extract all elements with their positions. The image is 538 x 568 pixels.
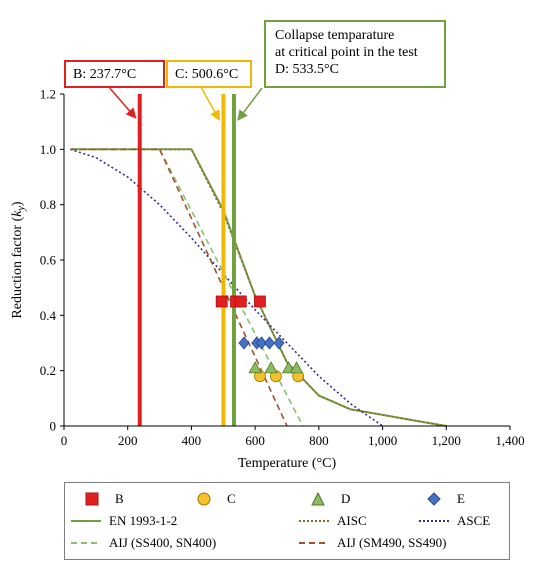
axes-layer: 0 200 400 600 800 1,000 1,200 1,400 0 0.2 0.4 0.6 0.… [40, 87, 525, 449]
callout-b: B: 237.7°C [64, 60, 165, 88]
callout-arrow-0 [109, 87, 137, 119]
point-e-0 [238, 336, 250, 350]
y-tick-label-3: 0.6 [40, 253, 57, 268]
callout-arrow-2 [237, 87, 263, 121]
y-axis-title: Reduction factor (ky) [10, 201, 27, 319]
dotted-line-icon [299, 520, 329, 522]
dashed-line-icon [299, 542, 329, 544]
legend-item-asce: ASCE [417, 512, 490, 530]
point-d-1 [264, 361, 278, 374]
legend-item-aij1: AIJ (SS400, SN400) [69, 534, 216, 552]
diamond-marker-icon [427, 492, 441, 506]
x-tick-label-7: 1,400 [495, 433, 524, 448]
solid-line-icon [71, 520, 101, 522]
x-tick-label-2: 400 [182, 433, 202, 448]
x-tick-label-4: 800 [309, 433, 329, 448]
callout-c: C: 500.6°C [166, 60, 252, 88]
x-tick-label-5: 1,000 [368, 433, 397, 448]
chart-svg: 0 200 400 600 800 1,000 1,200 1,400 0 0.2 0.4 0.6 0.… [10, 87, 525, 472]
legend-label-d: D [341, 491, 351, 506]
point-d-3 [289, 361, 304, 374]
x-axis-title: Temperature (°C) [238, 456, 337, 471]
legend-item-e: E [417, 490, 465, 508]
y-tick-label-6: 1.2 [40, 87, 56, 102]
square-marker-icon [85, 492, 99, 506]
dashed-line-icon [71, 542, 101, 544]
point-e-2 [255, 336, 268, 350]
callout-b-text: B: 237.7°C [73, 67, 137, 82]
y-tick-label-1: 0.2 [40, 363, 56, 378]
legend: B C D E EN 1993-1-2 AISC ASCE AIJ (SS400… [64, 482, 510, 560]
y-tick-label-4: 0.8 [40, 197, 56, 212]
point-e-3 [263, 336, 275, 350]
legend-item-aisc: AISC [297, 512, 367, 530]
callout-d: Collapse temparature at critical point i… [264, 20, 446, 88]
legend-item-en: EN 1993-1-2 [69, 512, 177, 530]
dotted-line-icon [419, 520, 449, 522]
series-line-4 [70, 148, 288, 427]
callout-d-line2: at critical point in the test [275, 45, 418, 60]
y-tick-label-5: 1.0 [40, 142, 56, 157]
legend-label-en: EN 1993-1-2 [109, 513, 178, 528]
legend-label-aisc: AISC [337, 513, 367, 528]
arrows-layer [109, 87, 263, 121]
circle-marker-icon [197, 492, 211, 506]
legend-label-aij1: AIJ (SS400, SN400) [109, 535, 217, 550]
plot-area [64, 94, 510, 426]
legend-label-e: E [457, 491, 465, 506]
point-b-0 [215, 295, 228, 308]
x-tick-label-0: 0 [61, 433, 68, 448]
legend-label-asce: ASCE [457, 513, 491, 528]
legend-item-b: B [75, 490, 124, 508]
legend-label-b: B [115, 491, 124, 506]
callout-c-text: C: 500.6°C [175, 67, 239, 82]
callout-arrow-1 [200, 87, 221, 121]
callout-d-line3: D: 533.5°C [275, 62, 339, 77]
x-tick-label-1: 200 [118, 433, 138, 448]
point-b-2 [234, 295, 247, 308]
legend-item-d: D [301, 490, 350, 508]
points-layer [215, 295, 305, 383]
y-tick-label-0: 0 [50, 419, 57, 434]
y-tick-label-2: 0.4 [40, 308, 57, 323]
point-b-3 [254, 295, 266, 308]
legend-item-c: C [187, 490, 236, 508]
point-e-4 [273, 336, 285, 350]
vertical-lines-layer [137, 94, 236, 426]
x-tick-label-3: 600 [245, 433, 265, 448]
point-d-0 [248, 361, 262, 374]
callout-d-line1: Collapse temparature [275, 28, 395, 43]
legend-label-aij2: AIJ (SM490, SS490) [337, 535, 447, 550]
legend-label-c: C [227, 491, 236, 506]
legend-item-aij2: AIJ (SM490, SS490) [297, 534, 446, 552]
point-d-2 [281, 361, 296, 374]
triangle-marker-icon [311, 491, 325, 506]
x-tick-label-6: 1,200 [432, 433, 461, 448]
